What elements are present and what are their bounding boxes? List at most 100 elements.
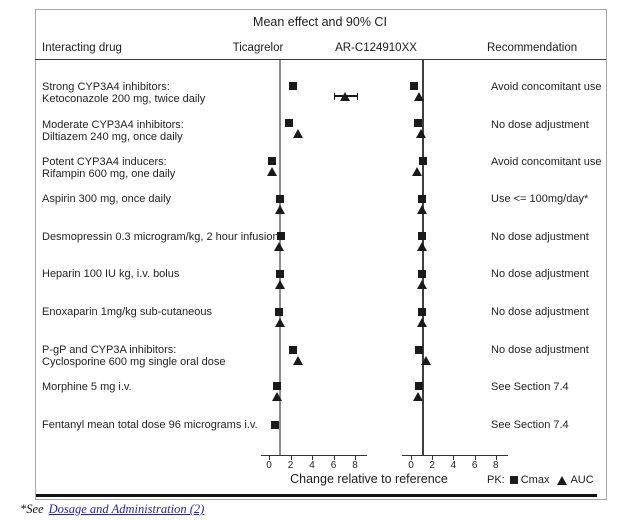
row-label: Fentanyl mean total dose 96 micrograms i… xyxy=(42,419,258,431)
auc-marker xyxy=(416,279,427,289)
cmax-square-icon xyxy=(509,476,518,485)
row-recommendation: Avoid concomitant use xyxy=(491,156,602,168)
auc-marker xyxy=(293,355,304,365)
footnote-prefix: *See xyxy=(20,502,44,516)
dosage-administration-link[interactable]: Dosage and Administration (2) xyxy=(48,502,205,516)
row-label: Morphine 5 mg i.v. xyxy=(42,381,132,393)
cmax-marker xyxy=(414,119,423,127)
row-label: Heparin 100 IU kg, i.v. bolus xyxy=(42,268,180,280)
row-recommendation: See Section 7.4 xyxy=(491,419,569,431)
ci-cap-left xyxy=(333,92,336,100)
auc-marker xyxy=(414,91,425,101)
reference-line xyxy=(421,60,424,455)
auc-marker xyxy=(274,204,285,214)
cmax-marker xyxy=(275,308,284,316)
auc-marker xyxy=(416,241,427,251)
cmax-marker xyxy=(276,232,285,240)
x-axis-tick xyxy=(474,456,476,460)
figure-bottom-rule xyxy=(36,494,597,497)
auc-marker xyxy=(416,204,427,214)
x-axis-tick-label: 8 xyxy=(352,460,358,471)
column-header-arc124910xx: AR-C124910XX xyxy=(335,42,417,54)
auc-marker xyxy=(274,317,285,327)
auc-triangle-icon xyxy=(557,475,568,485)
cmax-marker xyxy=(275,270,284,278)
cmax-marker xyxy=(271,421,280,429)
auc-marker xyxy=(411,166,422,176)
column-header-recommendation: Recommendation xyxy=(487,42,578,54)
legend-pk-label: PK: xyxy=(487,474,505,487)
x-axis-tick xyxy=(333,456,335,460)
x-axis-tick-label: 2 xyxy=(429,460,435,471)
header-divider-line xyxy=(35,59,606,60)
row-label: Desmopressin 0.3 microgram/kg, 2 hour in… xyxy=(42,231,279,243)
auc-marker xyxy=(266,166,277,176)
auc-marker xyxy=(420,355,431,365)
auc-marker xyxy=(340,91,351,101)
row-label: Potent CYP3A4 inducers: xyxy=(42,156,167,168)
column-header-interacting-drug: Interacting drug xyxy=(42,42,122,54)
row-recommendation: No dose adjustment xyxy=(491,119,589,131)
row-recommendation: No dose adjustment xyxy=(491,231,589,243)
row-label: Strong CYP3A4 inhibitors: xyxy=(42,81,170,93)
cmax-marker xyxy=(272,382,281,390)
cmax-marker xyxy=(409,82,418,90)
row-label: Enoxaparin 1mg/kg sub-cutaneous xyxy=(42,306,212,318)
row-recommendation: See Section 7.4 xyxy=(491,381,569,393)
x-axis-tick-label: 8 xyxy=(493,460,499,471)
row-recommendation: Avoid concomitant use xyxy=(491,81,602,93)
row-recommendation: No dose adjustment xyxy=(491,344,589,356)
row-recommendation: No dose adjustment xyxy=(491,306,589,318)
figure-title: Mean effect and 90% CI xyxy=(253,15,387,29)
cmax-marker xyxy=(288,82,297,90)
x-axis-tick xyxy=(355,456,356,460)
auc-marker xyxy=(274,241,285,251)
cmax-marker xyxy=(414,382,423,390)
x-axis-tick xyxy=(290,456,292,460)
auc-marker xyxy=(293,128,304,138)
legend-auc-label: AUC xyxy=(570,474,594,487)
column-header-ticagrelor: Ticagrelor xyxy=(232,42,284,54)
x-axis xyxy=(402,455,508,456)
x-axis-tick-label: 6 xyxy=(471,460,478,471)
pk-legend: PK: Cmax AUC xyxy=(487,474,594,486)
row-label: Ketoconazole 200 mg, twice daily xyxy=(42,93,206,105)
auc-marker xyxy=(412,391,423,401)
x-axis-tick xyxy=(269,456,270,460)
cmax-marker xyxy=(417,308,426,316)
footnote: *See Dosage and Administration (2) xyxy=(20,502,204,517)
x-axis-tick-label: 2 xyxy=(287,460,294,471)
cmax-marker xyxy=(268,157,277,165)
auc-marker xyxy=(271,391,282,401)
x-axis-tick-label: 4 xyxy=(309,460,315,471)
figure-border xyxy=(35,9,607,500)
auc-marker xyxy=(416,128,427,138)
x-axis-tick xyxy=(432,456,434,460)
ci-cap-right xyxy=(356,92,359,100)
row-label: Cyclosporine 600 mg single oral dose xyxy=(42,356,226,368)
row-label: Rifampin 600 mg, one daily xyxy=(42,168,176,180)
reference-line xyxy=(278,60,281,455)
cmax-marker xyxy=(417,195,426,203)
cmax-marker xyxy=(276,195,285,203)
x-axis-tick xyxy=(411,456,412,460)
auc-marker xyxy=(274,279,285,289)
row-label: Diltiazem 240 mg, once daily xyxy=(42,131,183,143)
x-axis-caption: Change relative to reference xyxy=(290,472,448,486)
x-axis-tick-label: 6 xyxy=(330,460,337,471)
cmax-marker xyxy=(285,119,294,127)
x-axis-tick xyxy=(453,456,455,460)
x-axis xyxy=(261,455,367,456)
row-recommendation: Use <= 100mg/day* xyxy=(491,193,589,205)
x-axis-tick xyxy=(495,456,497,460)
row-label: Moderate CYP3A4 inhibitors: xyxy=(42,119,184,131)
legend-cmax-label: Cmax xyxy=(520,474,550,487)
cmax-marker xyxy=(418,157,427,165)
row-recommendation: No dose adjustment xyxy=(491,268,589,280)
x-axis-tick xyxy=(312,456,313,460)
auc-marker xyxy=(416,317,427,327)
x-axis-tick-label: 0 xyxy=(408,460,414,471)
cmax-marker xyxy=(415,346,424,354)
x-axis-tick-label: 0 xyxy=(266,460,272,471)
